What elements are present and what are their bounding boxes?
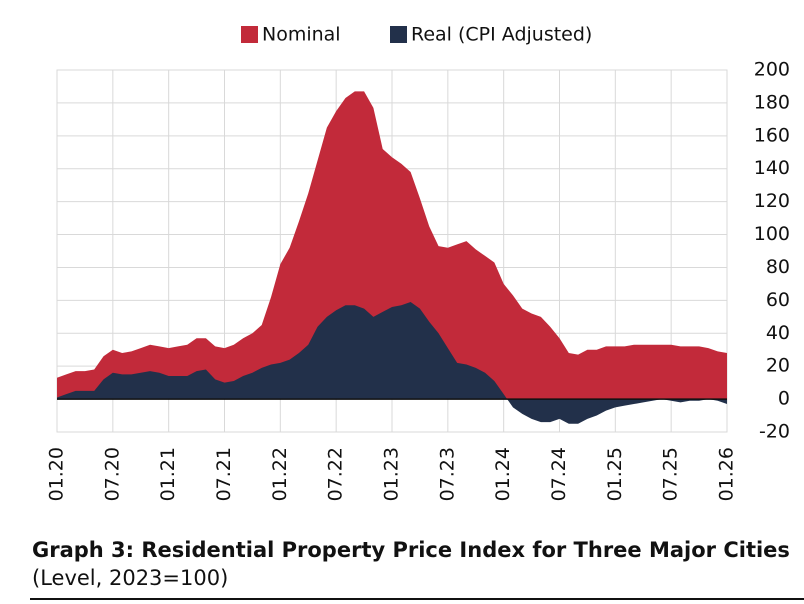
y-tick-label: 140: [754, 157, 790, 179]
x-tick-label: 01.23: [381, 447, 403, 501]
y-tick-label: 200: [754, 59, 790, 81]
caption-title: Graph 3: Residential Property Price Inde…: [32, 538, 790, 562]
x-tick-label: 07.22: [325, 447, 347, 501]
y-tick-label: 60: [766, 289, 790, 311]
x-tick-label: 07.25: [660, 447, 682, 501]
y-tick-label: 80: [766, 256, 790, 278]
x-tick-label: 07.20: [101, 447, 123, 501]
legend-label: Nominal: [262, 24, 341, 46]
y-tick-label: 100: [754, 223, 790, 245]
x-tick-label: 01.26: [716, 447, 738, 501]
legend-swatch: [390, 26, 407, 43]
chart: -20 0 20 40 60 80 100 120 140 160 180 200 01.20 07.20…: [46, 24, 791, 502]
area: [57, 302, 727, 424]
x-tick-label: 07.23: [436, 447, 458, 501]
y-tick-label: 40: [766, 322, 790, 344]
y-tick-label: 0: [778, 388, 790, 410]
y-tick-label: 160: [754, 124, 790, 146]
y-tick-label: 120: [754, 190, 790, 212]
caption: Graph 3: Residential Property Price Inde…: [32, 536, 802, 592]
legend-swatch: [241, 26, 258, 43]
x-tick-label: 07.24: [548, 447, 570, 501]
x-tick-label: 07.21: [213, 447, 235, 501]
y-tick-label: 180: [754, 91, 790, 113]
legend-label: Real (CPI Adjusted): [411, 24, 592, 46]
x-tick-label: 01.20: [46, 447, 68, 501]
caption-rule: [30, 598, 804, 600]
x-tick-label: 01.24: [492, 447, 514, 501]
y-tick-label: 20: [766, 355, 790, 377]
y-tick-label: -20: [759, 421, 790, 443]
caption-subtitle: (Level, 2023=100): [32, 566, 229, 590]
x-tick-label: 01.21: [157, 447, 179, 501]
area: [57, 91, 727, 400]
x-tick-label: 01.22: [269, 447, 291, 501]
x-tick-label: 01.25: [604, 447, 626, 501]
